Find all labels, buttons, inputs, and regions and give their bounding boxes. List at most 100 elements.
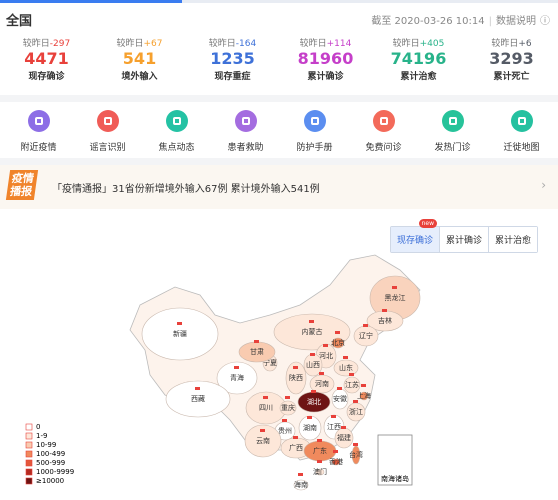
inset-box [377,434,413,486]
province-flag [317,439,322,442]
province-flag [392,286,397,289]
province-label: 江苏 [345,380,359,389]
legend-label: 1-9 [36,432,47,440]
province-flag [195,387,200,390]
province-flag [333,450,338,453]
chevron: › [541,178,546,192]
banner-logo: 疫情 播报 [5,170,39,200]
stat-item: 较昨日+405 74196 累计治愈 [372,36,465,82]
tool-item[interactable]: 防护手册 [280,110,349,153]
province-label: 辽宁 [359,331,373,340]
legend-label: 1000-9999 [36,468,74,476]
tool-label: 发热门诊 [434,143,471,153]
province-shape [279,400,297,416]
delta-value: +114 [326,39,352,49]
province-flag [254,340,259,343]
stat-label: 累计确诊 [307,72,344,82]
stat-item: 较昨日+114 81960 累计确诊 [279,36,372,82]
legend-swatch [25,459,33,467]
province-shape [359,391,369,401]
progress-track [182,0,558,3]
province-flag [310,353,315,356]
stat-label: 现存确诊 [28,72,65,82]
legend-label: 0 [36,423,40,431]
tool-icon [303,110,326,132]
province-shape [343,376,361,394]
province-flag [335,331,340,334]
province-flag [298,473,303,476]
province-label: 广东 [313,446,327,455]
tool-item[interactable]: 免费问诊 [349,110,418,153]
stat-item: 较昨日+6 3293 累计死亡 [465,36,558,82]
stat-label: 累计死亡 [493,72,530,82]
stat-value: 541 [122,49,157,68]
delta-label: 较昨日 [116,39,144,49]
province-label: 内蒙古 [302,327,323,336]
stat-value: 81960 [297,49,354,68]
news-banner[interactable] [0,165,558,209]
delta-label: 较昨日 [491,39,519,49]
province-flag [331,415,336,418]
update-time: 截至 2020-03-26 10:14 [371,16,485,27]
update-info: 截至 2020-03-26 10:14 | 数据说明 ⓘ [371,16,550,27]
delta-label: 较昨日 [392,39,420,49]
delta-value: +6 [518,39,532,49]
province-shape [331,458,341,466]
province-label: 台湾 [349,450,363,459]
province-flag [361,384,366,387]
map-tab[interactable]: 现存确诊 new [391,219,440,252]
province-label: 广西 [289,443,303,452]
tool-label: 附近疫情 [20,143,57,153]
tool-item[interactable]: 迁徙地图 [487,110,556,153]
province-label: 海南 [294,480,308,489]
tool-item[interactable]: 患者救助 [211,110,280,153]
banner-text[interactable]: 「疫情通报」31省份新增境外输入67例 累计境外输入541例 [52,184,320,195]
province-label: 黑龙江 [385,293,406,302]
legend-label: ≥10000 [36,477,64,485]
map-tab[interactable]: 累计确诊 [439,227,489,252]
legend-swatch [25,441,33,449]
stat-delta-line: 较昨日+114 [279,36,372,49]
province-label: 香港 [329,457,343,466]
province-label: 河北 [319,352,333,360]
legend-swatch [25,477,33,485]
stat-delta-line: 较昨日+6 [465,36,558,49]
province-label: 宁夏 [263,358,277,367]
help-link[interactable]: 数据说明 [496,16,536,27]
tool-item[interactable]: 附近疫情 [4,110,73,153]
province-label: 湖北 [307,397,321,406]
province-flag [363,324,368,327]
province-shape [333,359,359,377]
tool-label: 焦点动态 [158,143,195,153]
province-shape [293,479,309,491]
progress-bar [0,0,182,3]
stat-value: 4471 [24,49,69,68]
delta-label: 较昨日 [22,39,50,49]
tool-item[interactable]: 焦点动态 [142,110,211,153]
province-label: 青海 [230,373,244,382]
province-flag [382,309,387,312]
province-label: 江西 [327,423,341,431]
province-label: 浙江 [349,407,363,416]
province-label: 甘肃 [250,347,264,356]
province-label: 贵州 [278,426,292,435]
province-flag [311,390,316,393]
province-flag [353,400,358,403]
delta-value: +67 [143,39,163,49]
tool-icon [96,110,119,132]
tool-icon [510,110,533,132]
logo-bottom: 播报 [9,185,33,198]
tool-item[interactable]: 谣言识别 [73,110,142,153]
province-label: 山西 [306,360,320,369]
stat-value: 3293 [489,49,534,68]
province-flag [263,396,268,399]
delta-value: -164 [235,39,257,49]
stat-delta-line: 较昨日-297 [0,36,93,49]
province-shape [315,468,325,476]
tool-icon [27,110,50,132]
province-flag [353,443,358,446]
map-tab[interactable]: 累计治愈 [488,227,538,252]
tool-item[interactable]: 发热门诊 [418,110,487,153]
